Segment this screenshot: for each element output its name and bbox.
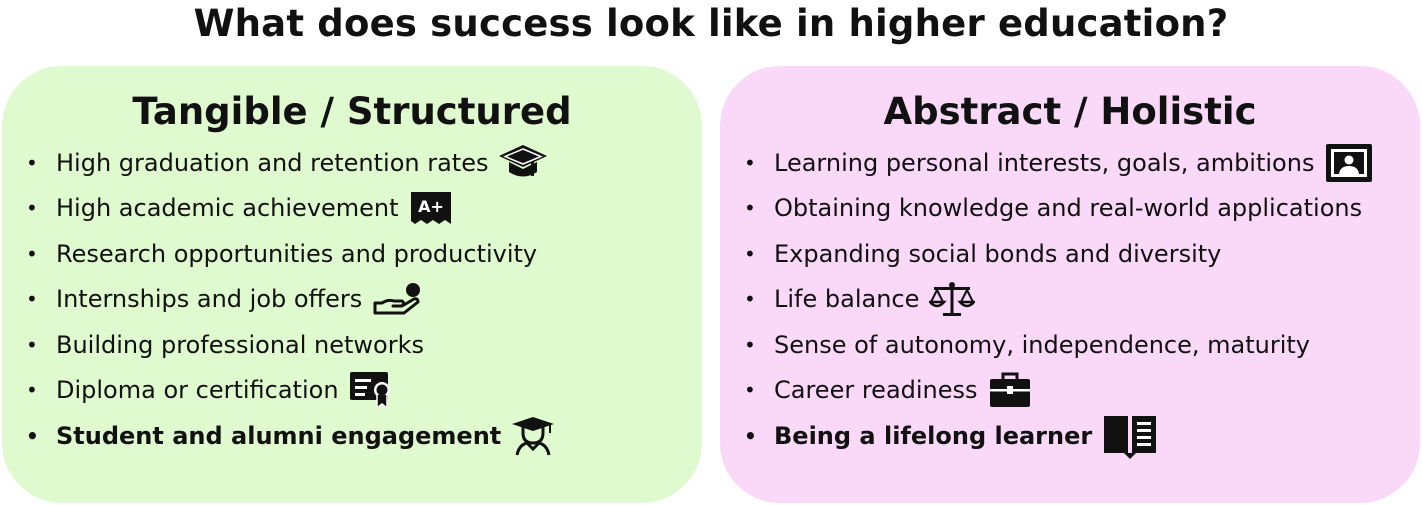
list-item-text: Building professional networks [56, 330, 425, 359]
bullet: • [26, 150, 38, 175]
portrait-frame-icon [1324, 142, 1374, 184]
list-item-text: High academic achievement [56, 194, 399, 223]
panel-heading: Tangible / Structured [132, 90, 572, 133]
hand-coin-icon [372, 281, 422, 317]
bullet: • [744, 332, 756, 357]
balance-scale-icon [929, 280, 976, 318]
list-item: • Internships and job offers [26, 277, 555, 323]
list-item-text: Learning personal interests, goals, ambi… [774, 148, 1315, 177]
open-book-icon [1102, 413, 1158, 459]
list-item-text: Sense of autonomy, independence, maturit… [774, 330, 1310, 359]
list-item-text: Diploma or certification [56, 376, 339, 405]
svg-text:A+: A+ [418, 197, 444, 216]
page-title: What does success look like in higher ed… [193, 2, 1229, 45]
bullet: • [744, 196, 756, 221]
list-item-text: Expanding social bonds and diversity [774, 239, 1222, 268]
list-item-text: Research opportunities and productivity [56, 239, 538, 268]
list-item-text: Internships and job offers [56, 285, 363, 314]
bullet: • [744, 378, 756, 403]
bullet: • [744, 150, 756, 175]
panel-heading: Abstract / Holistic [883, 90, 1257, 133]
list-item: • Sense of autonomy, independence, matur… [744, 322, 1374, 368]
list-item-text: Life balance [774, 285, 920, 314]
list-item-text: High graduation and retention rates [56, 148, 489, 177]
bullet: • [26, 287, 38, 312]
bullet: • [26, 196, 38, 221]
bullet: • [26, 332, 38, 357]
bullet: • [744, 287, 756, 312]
bullet: • [744, 423, 757, 448]
list-item-text: Obtaining knowledge and real-world appli… [774, 194, 1363, 223]
graduate-person-icon [511, 416, 555, 456]
bullet: • [26, 241, 38, 266]
list-item: • Research opportunities and productivit… [26, 231, 555, 277]
graduation-cap-icon [498, 143, 548, 183]
briefcase-icon [988, 371, 1032, 409]
list-item: • Building professional networks [26, 322, 555, 368]
bullet: • [26, 378, 38, 403]
list-item: • High academic achievement A+ [26, 186, 555, 232]
list-item-text: Being a lifelong learner [774, 421, 1093, 450]
list-item: • Student and alumni engagement [26, 413, 555, 459]
list-item: • Obtaining knowledge and real-world app… [744, 186, 1374, 232]
list-item: • Career readiness [744, 368, 1374, 414]
tangible-structured-panel: Tangible / Structured • High graduation … [2, 66, 702, 503]
certificate-icon [349, 371, 395, 410]
list-item: • High graduation and retention rates [26, 140, 555, 186]
abstract-holistic-panel: Abstract / Holistic • Learning personal … [720, 66, 1420, 503]
bullet: • [26, 423, 39, 448]
list-item-text: Career readiness [774, 376, 978, 405]
list-item: • Expanding social bonds and diversity [744, 231, 1374, 277]
a-plus-grade-icon: A+ [409, 190, 453, 226]
list-item: • Diploma or certification [26, 368, 555, 414]
success-list: • Learning personal interests, goals, am… [744, 140, 1374, 459]
bullet: • [744, 241, 756, 266]
list-item: • Being a lifelong learner [744, 413, 1374, 459]
list-item: • Learning personal interests, goals, am… [744, 140, 1374, 186]
success-list: • High graduation and retention rates • … [26, 140, 555, 459]
list-item-text: Student and alumni engagement [56, 421, 502, 450]
list-item: • Life balance [744, 277, 1374, 323]
